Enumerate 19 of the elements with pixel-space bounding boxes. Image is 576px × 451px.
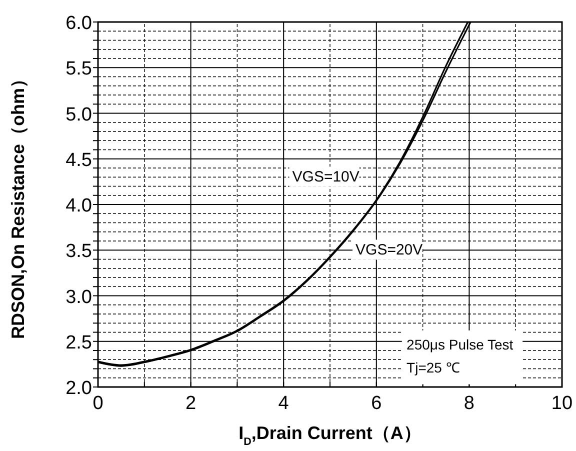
x-tick-label: 8 — [464, 393, 474, 414]
x-tick-label: 2 — [186, 393, 196, 414]
y-tick-label: 6.0 — [66, 13, 92, 34]
x-tick-label: 6 — [371, 393, 382, 414]
y-tick-label: 4.0 — [66, 196, 92, 216]
y-tick-label: 2.0 — [66, 378, 92, 399]
y-tick-label: 3.0 — [66, 286, 92, 308]
x-axis-title: I$_{D}$,Drain Current（A） — [238, 423, 422, 448]
x-tick-label: 0 — [92, 393, 104, 414]
annotation: Tj=25 ℃ — [406, 360, 460, 376]
y-tick-label: 4.5 — [66, 150, 92, 171]
y-tick-label: 5.0 — [66, 104, 92, 126]
x-tick-label: 10 — [551, 393, 573, 414]
y-axis-title: RDSON,On Resistance（ohm） — [8, 70, 28, 340]
y-tick-label: 2.5 — [66, 332, 92, 354]
y-tick-label: 3.5 — [66, 241, 92, 262]
x-tick-label: 4 — [278, 393, 290, 414]
y-tick-label: 5.5 — [66, 58, 92, 80]
annotation: 250μs Pulse Test — [406, 336, 514, 353]
